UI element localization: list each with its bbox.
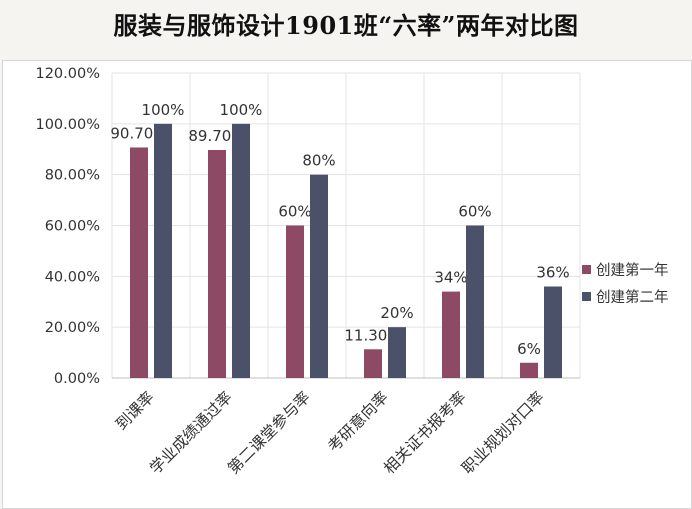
bar-2 (232, 123, 250, 378)
legend-swatch (582, 292, 591, 301)
bar-2 (388, 327, 406, 378)
chart-frame (2, 60, 692, 509)
x-tick-label: 学业成绩通过率 (146, 388, 235, 477)
legend-label: 创建第二年 (596, 288, 669, 306)
data-label: 34% (434, 269, 467, 287)
data-label: 90.70% (110, 124, 167, 142)
data-label: 20% (380, 304, 413, 322)
data-label: 36% (536, 264, 569, 282)
y-tick-label: 0.00% (54, 371, 100, 387)
x-tick-label: 相关证书报考率 (380, 388, 469, 477)
legend-swatch (582, 265, 591, 274)
bar-1 (520, 362, 538, 378)
bar-1 (442, 291, 460, 378)
bar-2 (466, 225, 484, 378)
x-tick-label: 第二课堂参与率 (224, 388, 313, 477)
data-label: 100% (142, 101, 185, 119)
y-tick-label: 100.00% (35, 117, 100, 133)
y-tick-label: 60.00% (45, 219, 100, 235)
data-label: 11.30% (344, 326, 401, 344)
data-label: 100% (220, 101, 263, 119)
bar-1 (286, 225, 304, 378)
x-tick-label: 考研意向率 (324, 387, 392, 455)
bar-1 (364, 349, 382, 378)
x-tick-label: 职业规划对口率 (458, 388, 547, 477)
bar-1 (208, 150, 226, 378)
x-tick-label: 到课率 (112, 388, 158, 434)
chart-title: 服装与服饰设计1901班“六率”两年对比图 (113, 11, 579, 40)
data-label: 6% (517, 340, 541, 358)
bar-2 (544, 286, 562, 378)
y-tick-label: 120.00% (35, 66, 100, 82)
bar-1 (130, 147, 148, 378)
data-label: 80% (302, 152, 335, 170)
data-label: 60% (458, 203, 491, 221)
data-label: 60% (278, 203, 311, 221)
y-tick-label: 20.00% (45, 320, 100, 336)
bar-2 (310, 174, 328, 378)
y-tick-label: 40.00% (45, 269, 100, 285)
data-label: 89.70% (188, 127, 245, 145)
legend-label: 创建第一年 (596, 261, 669, 279)
bar-2 (154, 123, 172, 378)
y-tick-label: 80.00% (45, 168, 100, 184)
